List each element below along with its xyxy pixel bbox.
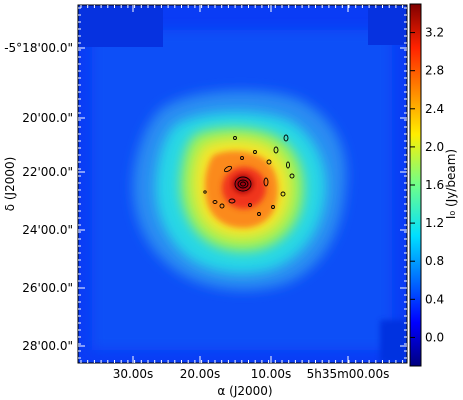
x-tick-label: 30.00s xyxy=(113,367,154,381)
contour-blob xyxy=(257,212,261,216)
colorbar-tick-label: 0.4 xyxy=(425,292,444,306)
contour-peak-core xyxy=(240,181,246,187)
contour-blob xyxy=(228,198,236,204)
map-area xyxy=(78,5,407,363)
colorbar-tick-label: 0.8 xyxy=(425,254,444,268)
emission-peak xyxy=(233,175,253,193)
x-tick-labels: 30.00s 20.00s 10.00s 5h35m00.00s xyxy=(113,367,390,381)
y-tick-label: 20'00.0" xyxy=(22,111,73,125)
map-top-left-notch xyxy=(78,5,163,47)
contour-blob xyxy=(266,159,272,165)
y-axis-label: δ (J2000) xyxy=(3,157,17,212)
contour-blob xyxy=(289,173,295,179)
contour-blob xyxy=(240,156,244,160)
contour-blob xyxy=(203,190,207,194)
contour-blob xyxy=(273,146,279,154)
contour-peak xyxy=(234,176,252,192)
x-tick-label: 10.00s xyxy=(251,367,292,381)
contour-blob xyxy=(233,136,237,140)
y-tick-label: 26'00.0" xyxy=(22,281,73,295)
contour-peak-inner xyxy=(237,179,249,189)
contour-blob xyxy=(280,191,286,197)
x-axis-label: α (J2000) xyxy=(217,384,272,398)
contour-blob xyxy=(223,165,233,173)
colorbar-tick-label: 1.2 xyxy=(425,216,444,230)
contour-blob xyxy=(271,205,275,209)
contour-blob xyxy=(219,203,225,209)
contour-blob xyxy=(283,134,289,142)
y-tick-labels: -5°18'00.0" 20'00.0" 22'00.0" 24'00.0" 26'00… xyxy=(4,41,73,353)
colorbar-tick-label: 3.2 xyxy=(425,26,444,40)
contour-blob xyxy=(248,203,252,207)
x-tick-label: 20.00s xyxy=(180,367,221,381)
y-tick-label: 28'00.0" xyxy=(22,339,73,353)
map-top-right-notch xyxy=(368,5,407,45)
colorbar-tick-label: 2.4 xyxy=(425,102,444,116)
colorbar-tick-label: 0.0 xyxy=(425,330,444,344)
x-tick-label: 5h35m00.00s xyxy=(307,367,390,381)
contour-blob xyxy=(263,177,269,187)
contour-blob xyxy=(212,200,218,204)
contour-blob xyxy=(253,150,257,154)
plot-frame xyxy=(77,4,408,364)
contour-blob xyxy=(286,161,290,169)
colorbar-ticks: 3.2 2.8 2.4 2.0 1.6 1.2 0.8 0.4 0.0 xyxy=(410,26,444,344)
contours xyxy=(203,134,295,216)
colorbar-tick-label: 1.6 xyxy=(425,178,444,192)
colorbar-tick-label: 2.8 xyxy=(425,64,444,78)
colorbar-label: I₀ (Jy/beam) xyxy=(444,149,458,219)
y-tick-label: -5°18'00.0" xyxy=(4,41,73,55)
minor-ticks xyxy=(78,5,407,363)
colorbar-tick-label: 2.0 xyxy=(425,140,444,154)
map-bottom-right-notch xyxy=(380,320,407,363)
y-tick-label: 24'00.0" xyxy=(22,223,73,237)
y-tick-label: 22'00.0" xyxy=(22,165,73,179)
